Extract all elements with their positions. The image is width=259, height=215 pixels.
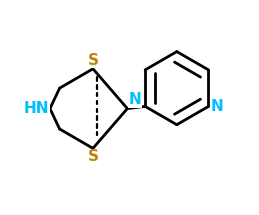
Text: S: S	[88, 53, 98, 68]
Text: HN: HN	[23, 101, 49, 116]
Text: S: S	[88, 149, 98, 164]
Text: N: N	[211, 99, 223, 114]
Text: N: N	[128, 92, 141, 108]
